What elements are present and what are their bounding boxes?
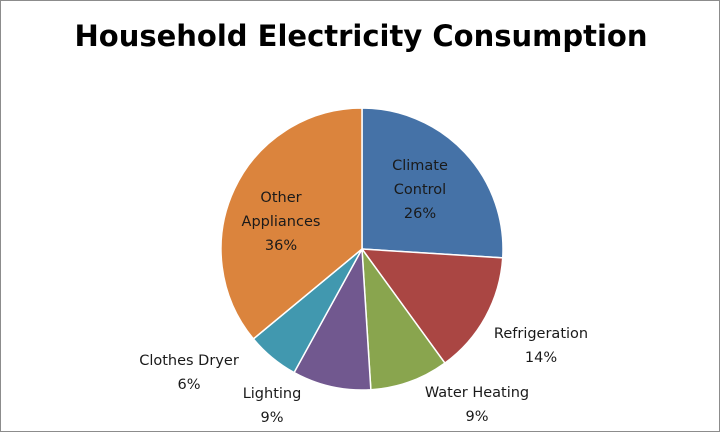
- data-label-water-heating: Water Heating 9%: [425, 385, 529, 425]
- data-label-other-appliances: Other Appliances 36%: [242, 190, 321, 254]
- pie-slice-climate-control: [361, 107, 504, 259]
- data-label-lighting: Lighting 9%: [243, 386, 302, 426]
- pie-slice-lighting: [293, 246, 372, 391]
- pie-slice-refrigeration: [360, 248, 504, 365]
- data-label-clothes-dryer: Clothes Dryer 6%: [139, 353, 239, 393]
- data-label-climate-control: Climate Control 26%: [392, 158, 448, 222]
- data-label-refrigeration: Refrigeration 14%: [494, 326, 588, 366]
- chart-title: Household Electricity Consumption: [74, 19, 648, 53]
- pie-slice-other-appliances: [220, 107, 363, 340]
- pie-slice-water-heating: [361, 246, 446, 391]
